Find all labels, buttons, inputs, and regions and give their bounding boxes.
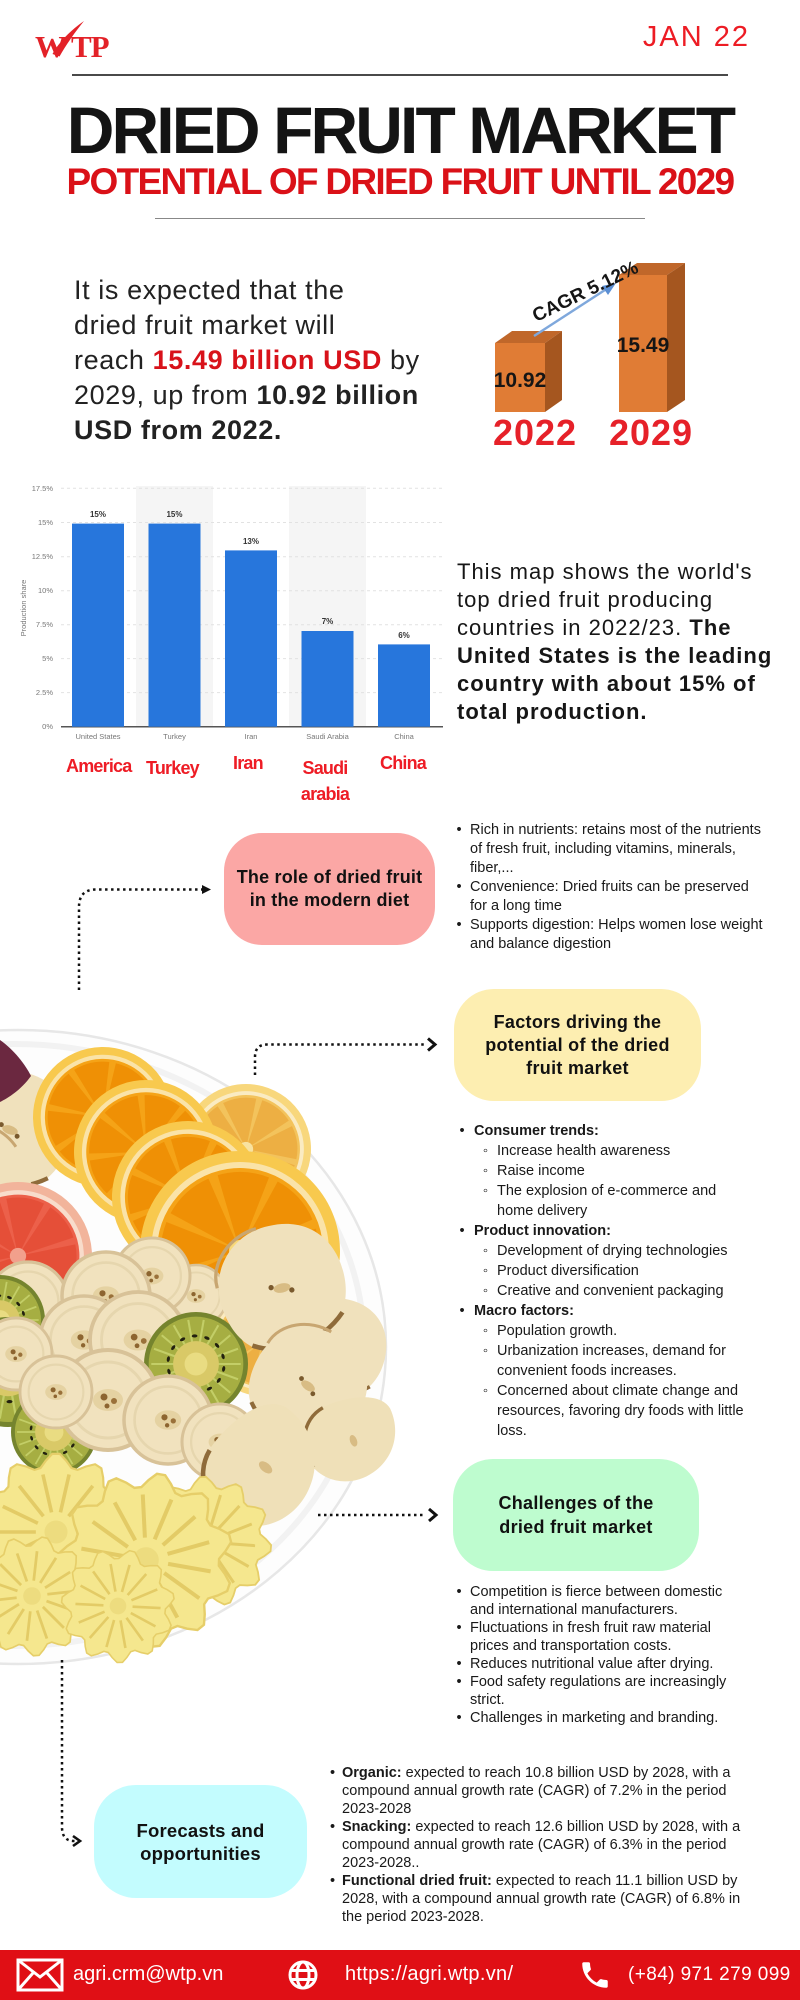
svg-text:China: China bbox=[394, 732, 414, 741]
svg-text:7%: 7% bbox=[322, 617, 334, 626]
svg-text:15.49: 15.49 bbox=[617, 334, 670, 357]
svg-text:2.5%: 2.5% bbox=[36, 688, 53, 697]
svg-text:15%: 15% bbox=[166, 510, 182, 519]
svg-text:Turkey: Turkey bbox=[163, 732, 186, 741]
svg-text:Iran: Iran bbox=[245, 732, 258, 741]
svg-text:10%: 10% bbox=[38, 586, 53, 595]
svg-text:12.5%: 12.5% bbox=[32, 552, 54, 561]
svg-text:6%: 6% bbox=[398, 631, 410, 640]
svg-text:2029: 2029 bbox=[609, 412, 693, 453]
svg-text:Saudi Arabia: Saudi Arabia bbox=[306, 732, 349, 741]
svg-text:15%: 15% bbox=[90, 510, 106, 519]
svg-text:TP: TP bbox=[71, 29, 110, 64]
svg-text:United States: United States bbox=[75, 732, 120, 741]
svg-text:Production share: Production share bbox=[19, 580, 28, 637]
svg-text:5%: 5% bbox=[42, 654, 53, 663]
svg-text:10.92: 10.92 bbox=[494, 369, 547, 392]
svg-text:2022: 2022 bbox=[493, 412, 577, 453]
svg-text:13%: 13% bbox=[243, 537, 259, 546]
svg-text:15%: 15% bbox=[38, 518, 53, 527]
svg-text:7.5%: 7.5% bbox=[36, 620, 53, 629]
svg-text:0%: 0% bbox=[42, 722, 53, 731]
svg-text:17.5%: 17.5% bbox=[32, 484, 54, 493]
